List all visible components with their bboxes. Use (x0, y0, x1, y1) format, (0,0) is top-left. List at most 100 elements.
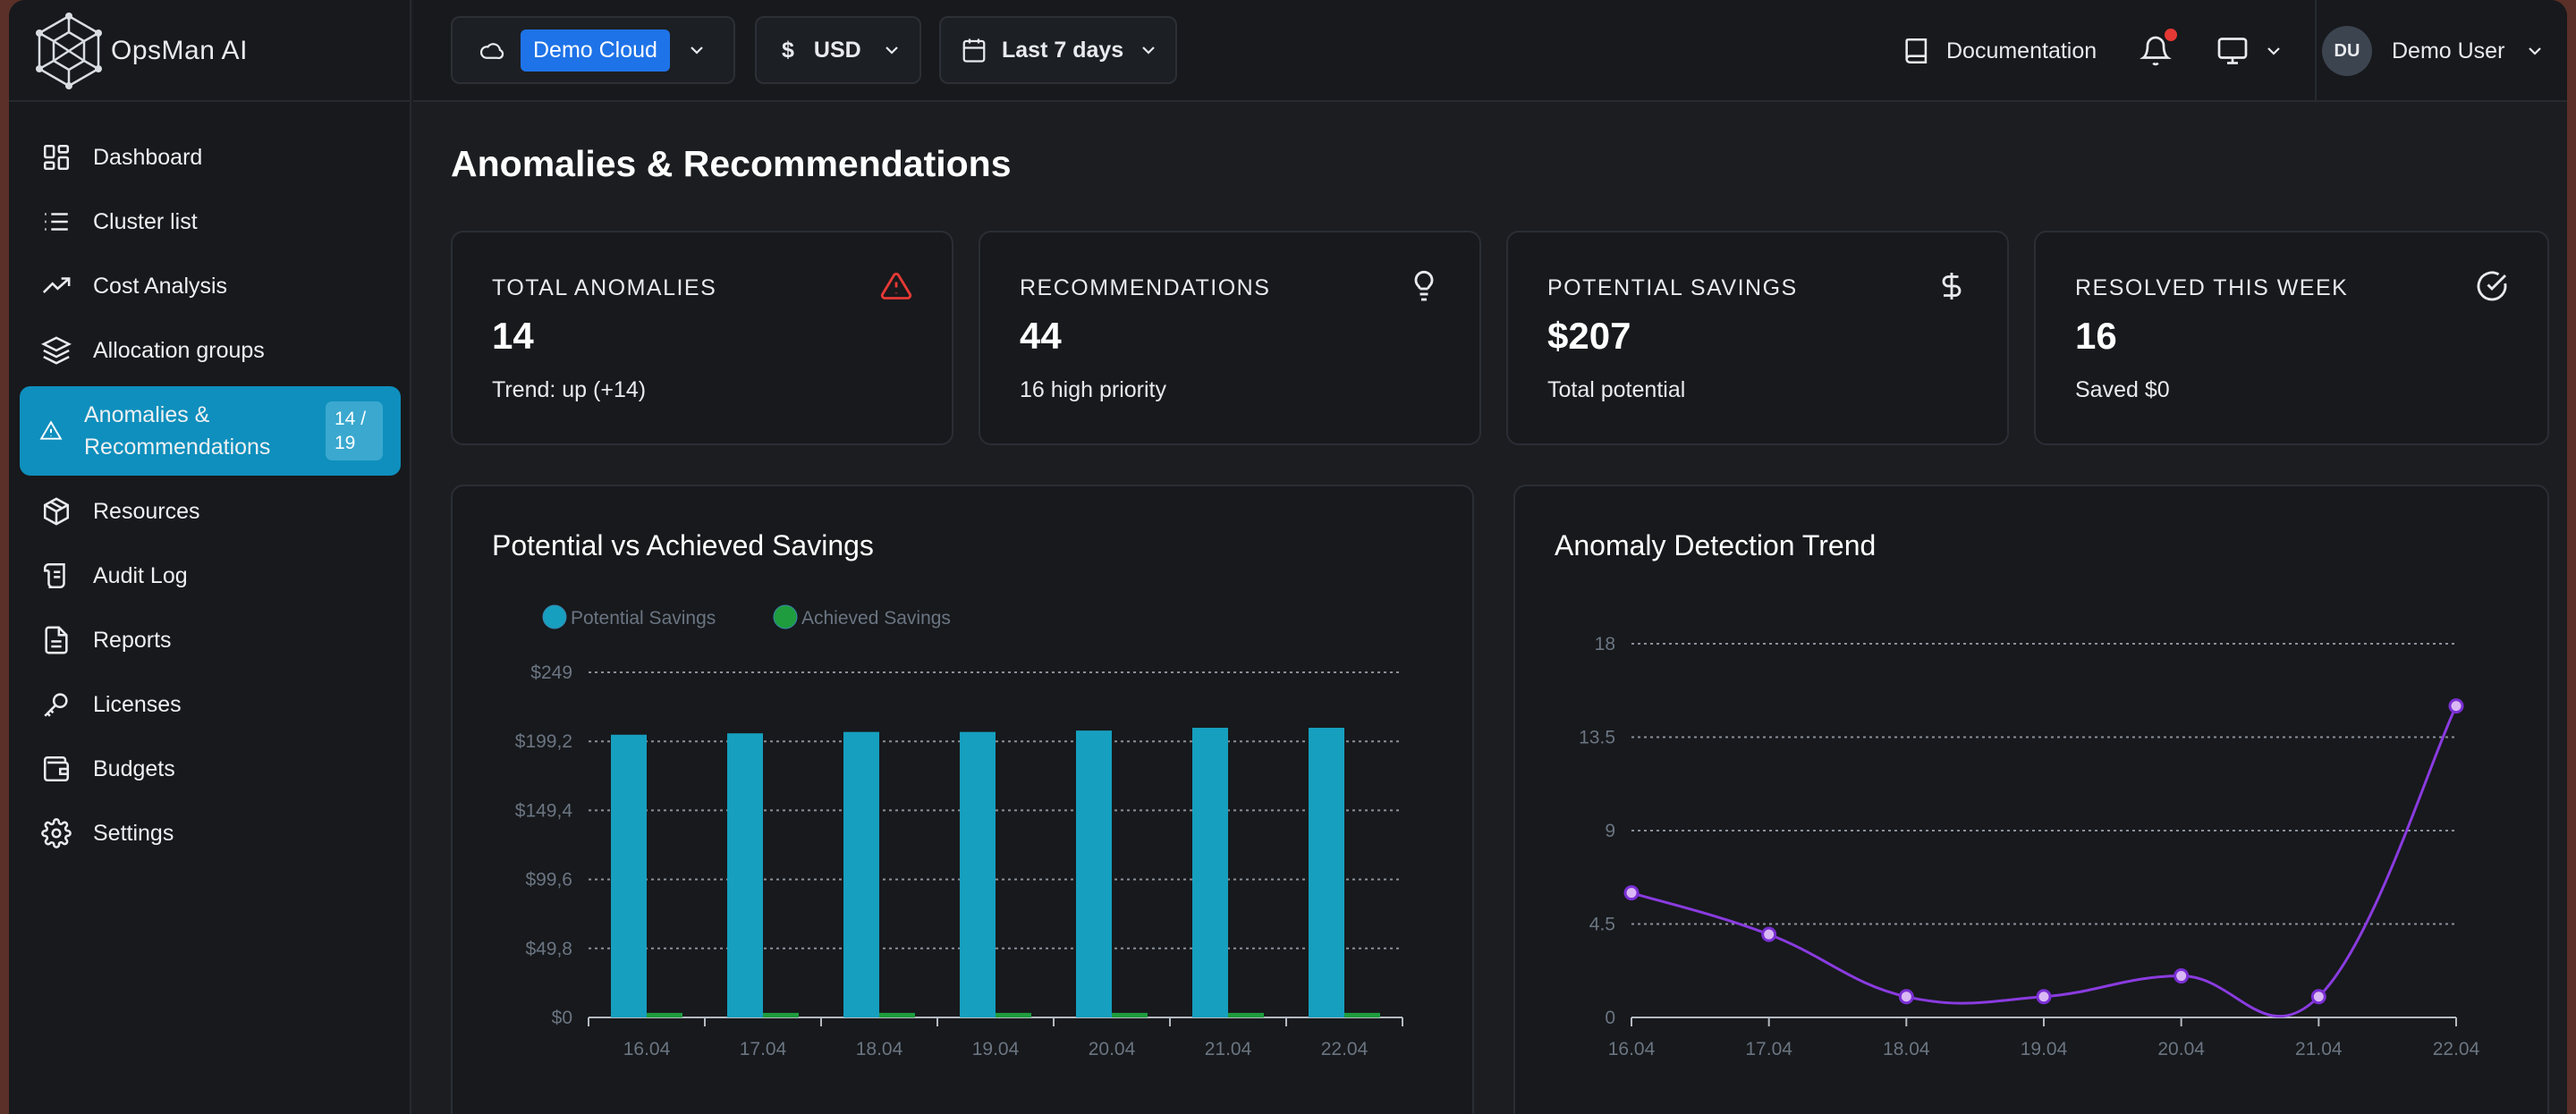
currency-selector[interactable]: $ USD (755, 16, 921, 84)
chart-title: Potential vs Achieved Savings (492, 529, 874, 561)
x-tick-label: 19.04 (972, 1039, 1020, 1059)
topbar: Demo Cloud $ USD Last 7 days Documentati… (413, 0, 2567, 102)
wallet-icon (43, 755, 70, 782)
data-point (2310, 989, 2326, 1005)
app-name: OpsMan AI (111, 36, 248, 65)
documentation-link[interactable]: Documentation (1902, 0, 2097, 102)
bar-potential (843, 731, 879, 1017)
currency-symbol: $ (782, 37, 794, 63)
scroll-icon (43, 562, 65, 589)
sidebar-item-allocation-groups[interactable]: Allocation groups (20, 318, 401, 383)
calendar-icon (962, 38, 986, 63)
legend-label: Achieved Savings (801, 608, 951, 629)
app-window: OpsMan AI Dashboard Cluster list Cost An… (9, 0, 2567, 1114)
x-tick-label: 16.04 (1608, 1039, 1656, 1059)
bar-potential (1309, 728, 1344, 1017)
stat-sub: Total potential (1547, 377, 1686, 402)
x-tick-label: 21.04 (1205, 1039, 1252, 1059)
count-badge: 14 / 19 (326, 401, 383, 460)
chart-title: Anomaly Detection Trend (1555, 529, 1877, 561)
app-logo[interactable]: OpsMan AI (36, 11, 248, 91)
data-point (2448, 698, 2464, 714)
bar-achieved (1228, 1012, 1264, 1017)
x-tick-label: 20.04 (1089, 1039, 1136, 1059)
stat-sub: 16 high priority (1020, 377, 1166, 402)
stat-sub: Trend: up (+14) (492, 377, 647, 402)
x-tick-label: 18.04 (856, 1039, 903, 1059)
date-range-selector[interactable]: Last 7 days (939, 16, 1177, 84)
data-point (1898, 989, 1914, 1005)
stat-card-total-anomalies: TOTAL ANOMALIES 14 Trend: up (+14) (451, 231, 953, 445)
sidebar-item-resources[interactable]: Resources (20, 479, 401, 544)
cloud-name: Demo Cloud (521, 29, 670, 72)
bar-potential (611, 734, 647, 1017)
sidebar-divider (9, 100, 411, 102)
avatar: DU (2322, 26, 2372, 76)
sidebar-item-cost-analysis[interactable]: Cost Analysis (20, 254, 401, 318)
sidebar-item-licenses[interactable]: Licenses (20, 672, 401, 737)
currency-code: USD (813, 37, 861, 63)
sidebar-item-audit-log[interactable]: Audit Log (20, 544, 401, 608)
bar-potential (1192, 728, 1228, 1017)
date-range-label: Last 7 days (1002, 37, 1124, 63)
y-tick-label: 4.5 (1589, 915, 1615, 935)
data-point (1623, 885, 1640, 901)
sidebar-item-label: Settings (93, 820, 174, 846)
sidebar-item-reports[interactable]: Reports (20, 608, 401, 672)
cloud-selector[interactable]: Demo Cloud (451, 16, 735, 84)
topbar-divider (2315, 0, 2317, 102)
sidebar-item-label: Dashboard (93, 144, 203, 170)
monitor-icon (2217, 38, 2248, 64)
legend-marker (773, 604, 798, 629)
key-icon (44, 693, 68, 717)
sidebar-item-label: Reports (93, 627, 172, 653)
y-tick-label: $0 (552, 1008, 572, 1028)
chevron-down-icon (691, 46, 703, 55)
y-tick-label: $49,8 (525, 939, 572, 959)
sidebar-item-cluster-list[interactable]: Cluster list (20, 190, 401, 254)
bar-potential (727, 733, 763, 1017)
sidebar-item-label: Cluster list (93, 208, 198, 234)
y-tick-label: 18 (1595, 634, 1615, 654)
sidebar-item-settings[interactable]: Settings (20, 801, 401, 865)
file-icon (45, 626, 68, 654)
sidebar-item-budgets[interactable]: Budgets (20, 737, 401, 801)
stat-label: RESOLVED THIS WEEK (2075, 275, 2349, 300)
stat-label: RECOMMENDATIONS (1020, 275, 1271, 300)
user-name: Demo User (2392, 38, 2505, 63)
book-icon (1905, 38, 1928, 64)
user-menu[interactable]: DU Demo User (2322, 0, 2546, 102)
chevron-down-icon (885, 46, 898, 55)
bar-achieved (647, 1012, 682, 1017)
stat-value: 14 (492, 315, 534, 357)
legend-marker (542, 604, 567, 629)
sidebar-item-dashboard[interactable]: Dashboard (20, 125, 401, 190)
trend-line (1631, 705, 2458, 1018)
notifications-button[interactable] (2140, 0, 2179, 102)
documentation-label: Documentation (1946, 38, 2097, 63)
y-tick-label: $99,6 (525, 870, 572, 890)
sidebar-item-label: Budgets (93, 755, 175, 781)
display-menu[interactable] (2216, 0, 2284, 102)
stat-card-recommendations: RECOMMENDATIONS 44 16 high priority (979, 231, 1481, 445)
stat-label: POTENTIAL SAVINGS (1547, 275, 1798, 300)
dollar-icon (1936, 270, 1968, 307)
x-tick-label: 22.04 (1321, 1039, 1368, 1059)
sidebar-item-label: Resources (93, 498, 200, 524)
bar-achieved (1112, 1012, 1148, 1017)
x-tick-label: 19.04 (2021, 1039, 2068, 1059)
y-tick-label: $149,4 (515, 800, 573, 821)
sidebar-item-label: Audit Log (93, 562, 188, 588)
stat-sub: Saved $0 (2075, 377, 2170, 402)
trend-icon (42, 277, 71, 293)
stat-card-potential-savings: POTENTIAL SAVINGS $207 Total potential (1506, 231, 2009, 445)
bar-potential (1076, 730, 1112, 1017)
sidebar-item-anomalies[interactable]: Anomalies & Recommendations 14 / 19 (20, 386, 401, 476)
warning-icon (39, 420, 63, 440)
x-tick-label: 16.04 (623, 1039, 671, 1059)
sidebar-item-label: Licenses (93, 691, 182, 717)
check-circle-icon (2476, 270, 2508, 307)
anomaly-trend-card: Anomaly Detection Trend 0 4.5 9 13.5 18 16.04… (1513, 485, 2549, 1114)
lightbulb-icon (1408, 270, 1440, 307)
package-icon (43, 497, 70, 526)
